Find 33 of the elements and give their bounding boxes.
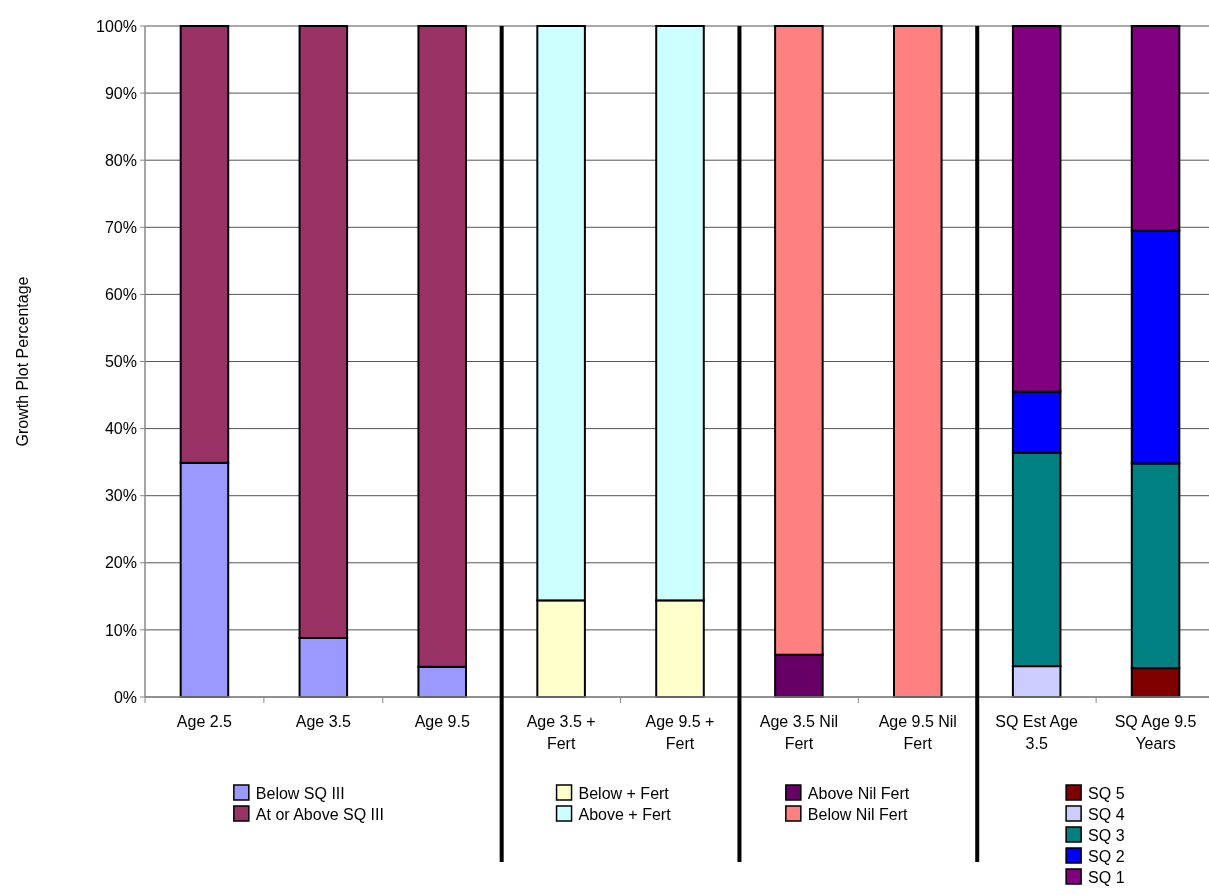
legend-label: Below Nil Fert [807, 805, 908, 823]
y-tick-label: 10% [104, 621, 137, 639]
y-tick-label: 0% [113, 688, 137, 706]
legend-label: Below SQ III [255, 784, 345, 802]
x-tick-label: Age 3.5 [295, 713, 352, 730]
legend-label: SQ 1 [1088, 868, 1125, 886]
legend-label: SQ 2 [1088, 847, 1125, 865]
x-tick-label: SQ Est Age 3.5 [995, 713, 1079, 752]
bar [893, 25, 943, 698]
y-tick-label: 50% [104, 353, 137, 371]
legend-label: SQ 4 [1088, 805, 1125, 823]
y-tick-label: 100% [96, 17, 137, 35]
y-tick-label: 40% [104, 420, 137, 438]
y-axis-title: Growth Plot Percentage [14, 276, 31, 447]
legend-label: Below + Fert [578, 784, 670, 802]
y-tick-label: 80% [104, 151, 137, 169]
x-tick-label: Age 3.5 + Fert [526, 713, 596, 752]
legend-label: Above Nil Fert [807, 784, 910, 802]
y-tick-label: 60% [104, 286, 137, 303]
x-tick-label: SQ Age 9.5 Years [1114, 713, 1197, 752]
x-tick-label: Age 3.5 Nil Fert [759, 713, 839, 752]
legend-label: Above + Fert [578, 805, 672, 823]
x-tick-label: Age 9.5 [414, 713, 470, 730]
legend-label: SQ 5 [1088, 784, 1125, 802]
x-tick-label: Age 2.5 [176, 713, 233, 730]
y-tick-label: 90% [104, 84, 137, 102]
legend-label: SQ 3 [1088, 826, 1125, 844]
x-tick-label: Age 9.5 Nil Fert [878, 713, 957, 752]
y-tick-label: 20% [104, 554, 137, 572]
y-tick-label: 70% [104, 218, 137, 236]
legend-label: At or Above SQ III [255, 805, 384, 823]
y-tick-label: 30% [104, 487, 137, 505]
x-tick-label: Age 9.5 + Fert [645, 713, 715, 752]
